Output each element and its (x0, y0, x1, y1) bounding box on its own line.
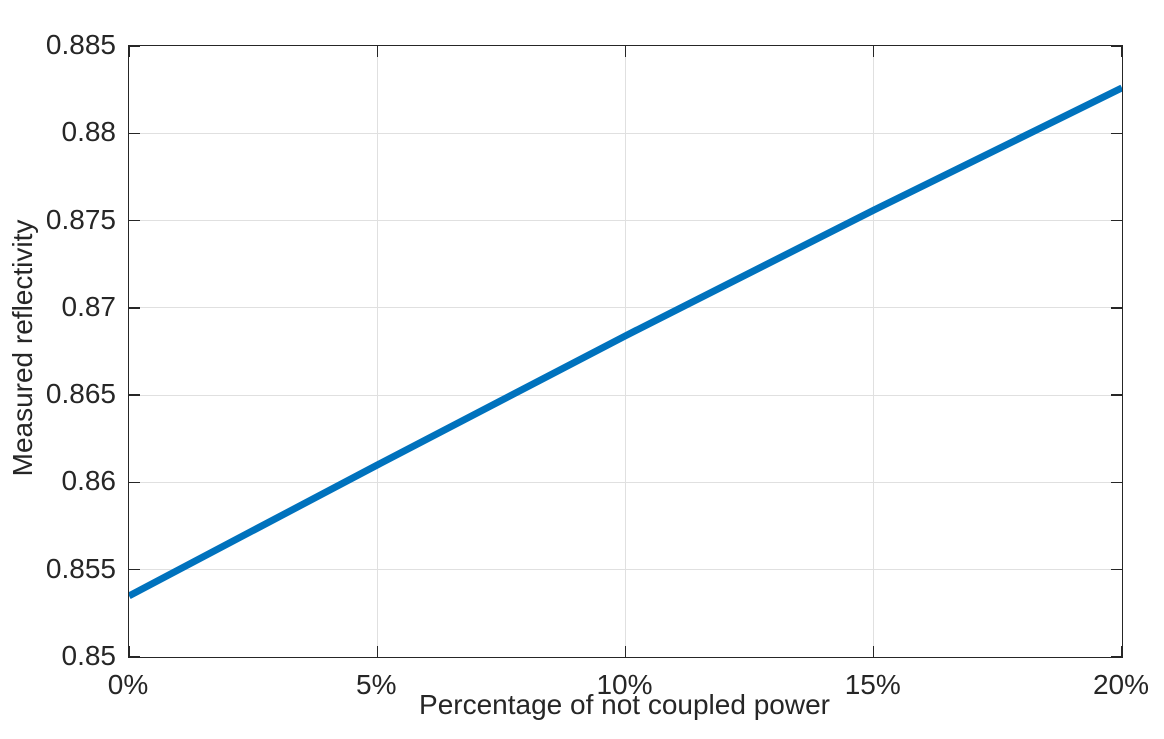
x-axis-label: Percentage of not coupled power (419, 689, 830, 720)
x-tick-label: 20% (1092, 669, 1150, 700)
y-axis-label: Measured reflectivity (7, 219, 38, 477)
y-tick-label: 0.87 (61, 290, 117, 322)
y-tick-label: 0.88 (61, 116, 117, 148)
y-tick-label: 0.86 (61, 465, 117, 497)
data-line (129, 84, 1122, 599)
y-tick-label: 0.875 (45, 203, 116, 235)
y-tick-label: 0.85 (61, 640, 117, 671)
y-tick-label: 0.885 (45, 29, 116, 60)
x-tick-label: 15% (844, 669, 901, 700)
line-series (129, 84, 1122, 599)
plot-area (128, 45, 1123, 658)
x-tick-label: 0% (107, 669, 149, 700)
y-tick-label: 0.865 (45, 378, 116, 410)
x-tick-label: 5% (356, 669, 397, 700)
y-tick-label: 0.855 (45, 552, 116, 584)
x-tick-label: 10% (596, 669, 653, 700)
